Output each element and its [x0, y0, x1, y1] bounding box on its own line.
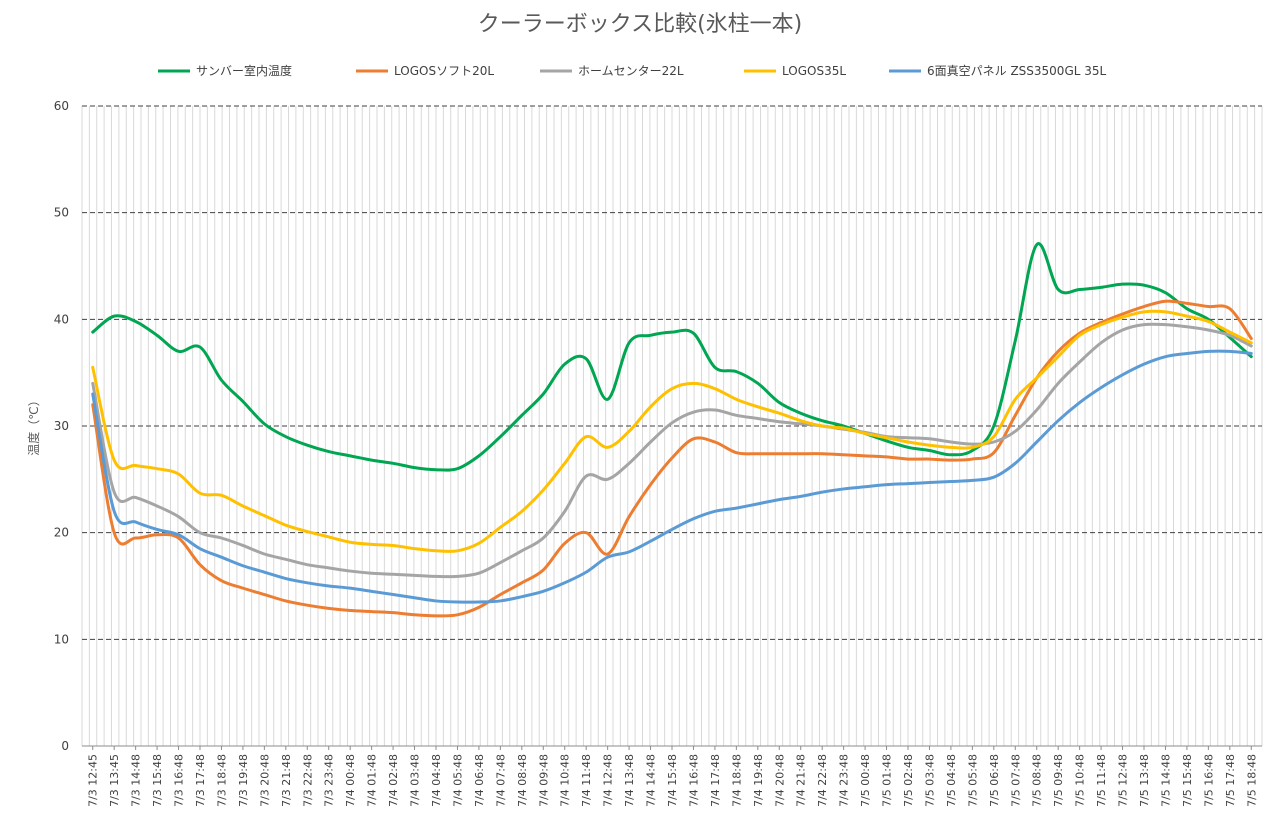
x-tick-label: 7/5 08:48	[1031, 754, 1044, 807]
legend-label: LOGOSソフト20L	[394, 64, 494, 78]
x-tick-label: 7/4 09:48	[537, 754, 550, 807]
legend: サンバー室内温度 LOGOSソフト20L ホームセンター22L LOGOS35L 6面真…	[158, 63, 1107, 78]
y-tick-label: 40	[54, 312, 69, 326]
series-line-0	[91, 242, 1253, 472]
x-tick-label: 7/5 01:48	[881, 754, 894, 807]
x-tick-label: 7/5 03:48	[923, 754, 936, 807]
x-tick-label: 7/3 19:48	[237, 754, 250, 807]
x-tick-label: 7/5 14:48	[1159, 754, 1172, 807]
x-tick-label: 7/4 15:48	[666, 754, 679, 807]
x-tick-label: 7/5 11:48	[1095, 754, 1108, 807]
x-tick-label: 7/3 20:48	[258, 754, 271, 807]
x-tick-label: 7/5 04:48	[945, 754, 958, 807]
x-tick-label: 7/5 16:48	[1202, 754, 1215, 807]
x-tick-label: 7/5 13:48	[1138, 754, 1151, 807]
x-tick-label: 7/4 03:48	[409, 754, 422, 807]
x-tick-label: 7/4 23:48	[838, 754, 851, 807]
x-tick-label: 7/4 01:48	[366, 754, 379, 807]
x-tick-label: 7/4 02:48	[387, 754, 400, 807]
x-tick-label: 7/4 21:48	[795, 754, 808, 807]
x-tick-label: 7/5 00:48	[859, 754, 872, 807]
x-tick-label: 7/5 02:48	[902, 754, 915, 807]
y-axis-label: 温度（℃）	[26, 394, 41, 455]
x-tick-label: 7/4 07:48	[494, 754, 507, 807]
x-tick-label: 7/5 18:48	[1245, 754, 1258, 807]
x-tick-label: 7/4 14:48	[645, 754, 658, 807]
x-tick-label: 7/3 17:48	[194, 754, 207, 807]
x-tick-label: 7/3 13:45	[108, 754, 121, 807]
legend-label: サンバー室内温度	[196, 63, 292, 78]
x-tick-label: 7/4 06:48	[473, 754, 486, 807]
x-axis-ticks: 7/3 12:45 7/3 13:45 7/3 14:48 7/3 15:48 7/3 …	[87, 746, 1258, 807]
x-tick-label: 7/5 09:48	[1052, 754, 1065, 807]
x-tick-label: 7/4 19:48	[752, 754, 765, 807]
x-tick-label: 7/5 15:48	[1181, 754, 1194, 807]
x-tick-label: 7/4 17:48	[709, 754, 722, 807]
x-tick-label: 7/4 13:48	[623, 754, 636, 807]
x-tick-label: 7/5 05:48	[966, 754, 979, 807]
series-line-3	[91, 309, 1253, 553]
x-tick-label: 7/3 18:48	[215, 754, 228, 807]
x-tick-label: 7/4 22:48	[816, 754, 829, 807]
x-tick-label: 7/5 06:48	[988, 754, 1001, 807]
x-tick-label: 7/3 21:48	[280, 754, 293, 807]
y-tick-label: 50	[54, 206, 69, 220]
x-tick-label: 7/4 11:48	[580, 754, 593, 807]
x-tick-label: 7/3 14:48	[130, 754, 143, 807]
x-tick-label: 7/4 12:48	[602, 754, 615, 807]
x-tick-label: 7/3 15:48	[151, 754, 164, 807]
x-tick-label: 7/4 18:48	[730, 754, 743, 807]
x-tick-label: 7/5 10:48	[1074, 754, 1087, 807]
grid	[81, 105, 1263, 747]
legend-label: LOGOS35L	[782, 64, 846, 78]
x-tick-label: 7/4 16:48	[687, 754, 700, 807]
y-tick-label: 0	[61, 739, 69, 753]
x-tick-label: 7/4 00:48	[344, 754, 357, 807]
series-lines	[91, 242, 1253, 618]
legend-label: ホームセンター22L	[578, 64, 684, 78]
y-tick-label: 10	[54, 632, 69, 646]
x-tick-label: 7/4 05:48	[451, 754, 464, 807]
x-tick-label: 7/5 12:48	[1117, 754, 1130, 807]
x-tick-label: 7/3 22:48	[301, 754, 314, 807]
x-tick-label: 7/3 16:48	[173, 754, 186, 807]
y-tick-label: 30	[54, 419, 69, 433]
series-line-1	[91, 299, 1253, 618]
series-line-2	[91, 322, 1253, 579]
y-tick-label: 20	[54, 526, 69, 540]
x-tick-label: 7/3 23:48	[323, 754, 336, 807]
chart-title: クーラーボックス比較(氷柱一本)	[478, 12, 803, 37]
x-tick-label: 7/3 12:45	[87, 754, 100, 807]
y-tick-label: 60	[54, 99, 69, 113]
x-tick-label: 7/4 08:48	[516, 754, 529, 807]
legend-label: 6面真空パネル ZSS3500GL 35L	[927, 64, 1107, 78]
y-axis-ticks: 0 10 20 30 40 50 60	[54, 99, 69, 753]
series-line-4	[91, 349, 1253, 604]
x-tick-label: 7/4 10:48	[559, 754, 572, 807]
x-tick-label: 7/4 04:48	[430, 754, 443, 807]
x-tick-label: 7/4 20:48	[773, 754, 786, 807]
x-tick-label: 7/5 07:48	[1009, 754, 1022, 807]
x-tick-label: 7/5 17:48	[1224, 754, 1237, 807]
